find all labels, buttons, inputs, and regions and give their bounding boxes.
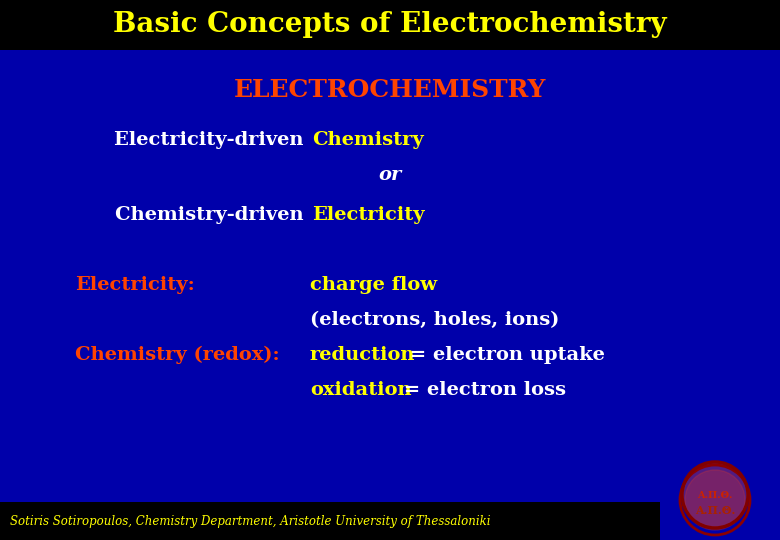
Circle shape	[683, 463, 747, 527]
Text: (electrons, holes, ions): (electrons, holes, ions)	[310, 311, 559, 329]
Text: Chemistry: Chemistry	[312, 131, 424, 149]
Text: = electron uptake: = electron uptake	[403, 346, 604, 364]
Text: Chemistry-driven: Chemistry-driven	[115, 206, 310, 224]
Text: charge flow: charge flow	[310, 276, 437, 294]
Text: Sotiris Sotiropoulos, Chemistry Department, Aristotle University of Thessaloniki: Sotiris Sotiropoulos, Chemistry Departme…	[10, 515, 491, 528]
Text: or: or	[378, 166, 402, 184]
Text: ELECTROCHEMISTRY: ELECTROCHEMISTRY	[234, 78, 546, 102]
Text: oxidation: oxidation	[310, 381, 412, 399]
Text: Electricity-driven: Electricity-driven	[114, 131, 310, 149]
FancyBboxPatch shape	[0, 0, 780, 50]
Text: = electron loss: = electron loss	[397, 381, 566, 399]
Text: Electricity:: Electricity:	[75, 276, 195, 294]
Text: Chemistry (redox):: Chemistry (redox):	[75, 346, 279, 364]
Text: reduction: reduction	[310, 346, 416, 364]
FancyBboxPatch shape	[0, 502, 660, 540]
Circle shape	[685, 470, 745, 530]
Text: Electricity: Electricity	[312, 206, 424, 224]
Text: Α.Π.Θ.: Α.Π.Θ.	[695, 504, 736, 516]
Text: Α.Π.Θ.: Α.Π.Θ.	[697, 491, 732, 500]
Text: Basic Concepts of Electrochemistry: Basic Concepts of Electrochemistry	[113, 11, 667, 38]
